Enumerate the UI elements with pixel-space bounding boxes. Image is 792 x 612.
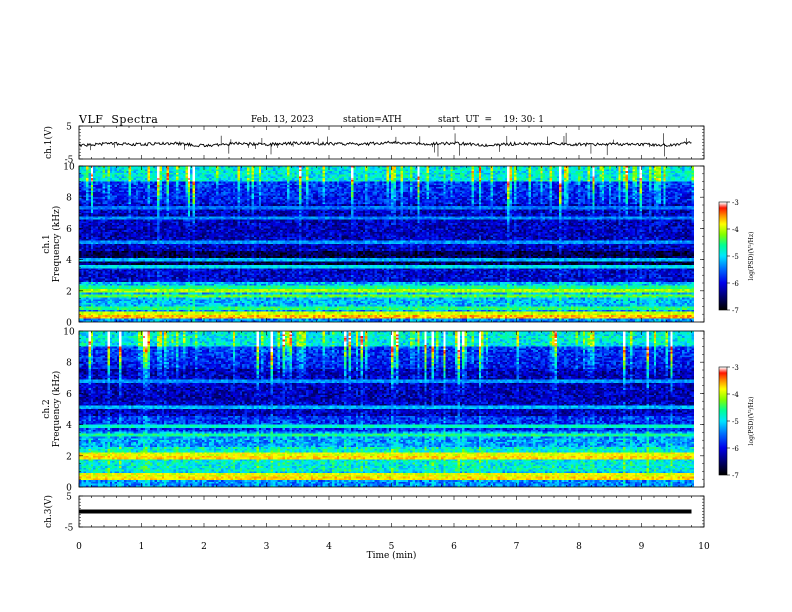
x-tick-label: 10	[698, 542, 710, 552]
x-tick-label: 3	[264, 542, 270, 552]
colorbar-ch2	[719, 367, 727, 475]
station-label: station=ATH	[343, 115, 402, 125]
y-tick-label: 5	[66, 493, 72, 503]
y-axis-label-channel: ch.2	[42, 399, 52, 418]
y-tick-label: 2	[66, 452, 72, 462]
panel-frames	[78, 125, 730, 528]
colorbar-tick-label: -5	[732, 418, 739, 426]
chart-title: VLF Spectra	[79, 113, 159, 126]
y-tick-label: 10	[63, 163, 75, 173]
y-tick-label: 6	[66, 390, 72, 400]
colorbar-ch1	[719, 202, 727, 310]
y-tick-label: 0	[66, 319, 72, 329]
date-label: Feb. 13, 2023	[251, 115, 314, 125]
x-axis-label: Time (min)	[367, 550, 417, 561]
y-axis-label: ch.3(V)	[43, 495, 54, 528]
colorbar-label: log(PSD)(V²/Hz)	[748, 397, 755, 446]
spectrogram-image-ch1	[79, 166, 694, 322]
colorbar-tick-label: -6	[732, 280, 739, 288]
y-tick-label: 5	[66, 123, 72, 133]
x-tick-label: 7	[514, 542, 520, 552]
colorbar-tick-label: -5	[732, 253, 739, 261]
y-tick-label: 6	[66, 225, 72, 235]
y-axis-label-frequency: Frequency (kHz)	[51, 206, 62, 283]
y-tick-label: -5	[65, 156, 74, 166]
x-tick-label: 4	[326, 542, 332, 552]
colorbar-tick-label: -6	[732, 445, 739, 453]
y-tick-label: 8	[66, 359, 72, 369]
waveform-lines	[78, 132, 692, 514]
x-tick-label: 8	[576, 542, 582, 552]
x-tick-label: 0	[76, 542, 82, 552]
y-tick-label: 2	[66, 287, 72, 297]
x-tick-label: 6	[451, 542, 457, 552]
colorbar-tick-label: -3	[732, 364, 739, 372]
colorbar-tick-label: -7	[732, 472, 739, 480]
x-tick-label: 5	[389, 542, 395, 552]
spectrogram-image-ch2	[79, 331, 694, 487]
y-tick-label: 4	[66, 421, 72, 431]
start-ut-label: start UT = 19: 30: 1	[438, 115, 544, 125]
x-tick-label: 9	[639, 542, 645, 552]
y-tick-label: 8	[66, 194, 72, 204]
colorbar-tick-label: -3	[732, 199, 739, 207]
axis-labels: 5-5ch.1(V)-3-4-5-6-7log(PSD)(V²/Hz)10864…	[42, 123, 755, 562]
colorbar-tick-label: -4	[732, 226, 739, 234]
y-axis-label-channel: ch.1	[42, 234, 52, 253]
ch1-trace	[78, 140, 692, 148]
colorbar-tick-label: -7	[732, 307, 739, 315]
spectrogram-images	[79, 166, 727, 487]
colorbar-label: log(PSD)(V²/Hz)	[748, 232, 755, 281]
y-tick-label: 10	[63, 328, 75, 338]
colorbar-tick-label: -4	[732, 391, 739, 399]
y-tick-label: 0	[66, 484, 72, 494]
y-axis-label: ch.1(V)	[43, 126, 54, 159]
x-tick-label: 2	[201, 542, 207, 552]
x-tick-label: 1	[139, 542, 145, 552]
y-tick-label: -5	[65, 524, 74, 534]
y-axis-label-frequency: Frequency (kHz)	[51, 371, 62, 448]
y-tick-label: 4	[66, 256, 72, 266]
